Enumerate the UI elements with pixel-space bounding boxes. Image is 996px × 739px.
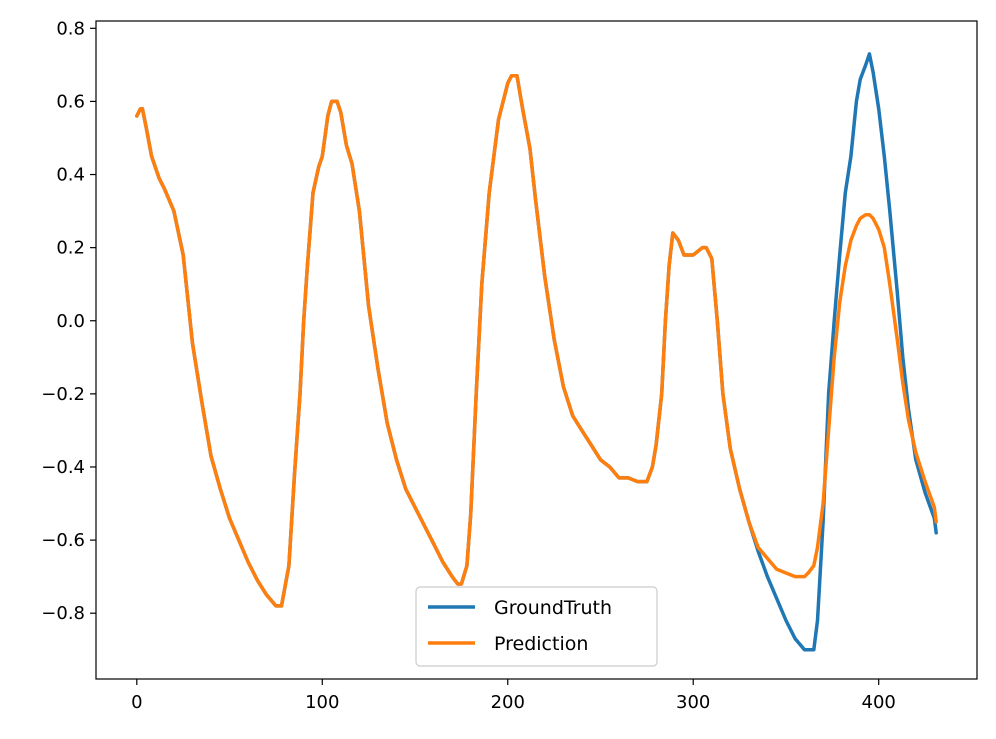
series-line-prediction [135,74,938,608]
y-tick-label: −0.8 [41,603,85,624]
y-tick-label: 0.8 [56,18,85,39]
legend-label-groundtruth: GroundTruth [494,597,612,619]
y-tick-label: −0.4 [41,457,85,478]
legend-box [415,586,658,667]
y-tick-label: 0.0 [56,311,85,332]
y-tick-label: 0.6 [56,91,85,112]
x-tick-label: 400 [862,692,896,713]
y-tick-label: −0.6 [41,530,85,551]
y-tick-label: −0.2 [41,384,85,405]
x-tick-label: 0 [131,692,142,713]
legend: GroundTruth Prediction [415,586,658,667]
plot-frame [95,20,978,680]
x-tick-label: 100 [305,692,339,713]
x-tick-label: 300 [676,692,710,713]
x-tick-label: 200 [491,692,525,713]
y-tick-label: 0.4 [56,165,85,186]
legend-label-prediction: Prediction [494,633,588,655]
axis-ticks: 0 100 200 300 400 −0.8 −0.6 −0.4 −0.2 0.0 0.2 0.4 0.… [41,18,896,713]
y-tick-label: 0.2 [56,238,85,259]
series-lines [135,52,938,652]
